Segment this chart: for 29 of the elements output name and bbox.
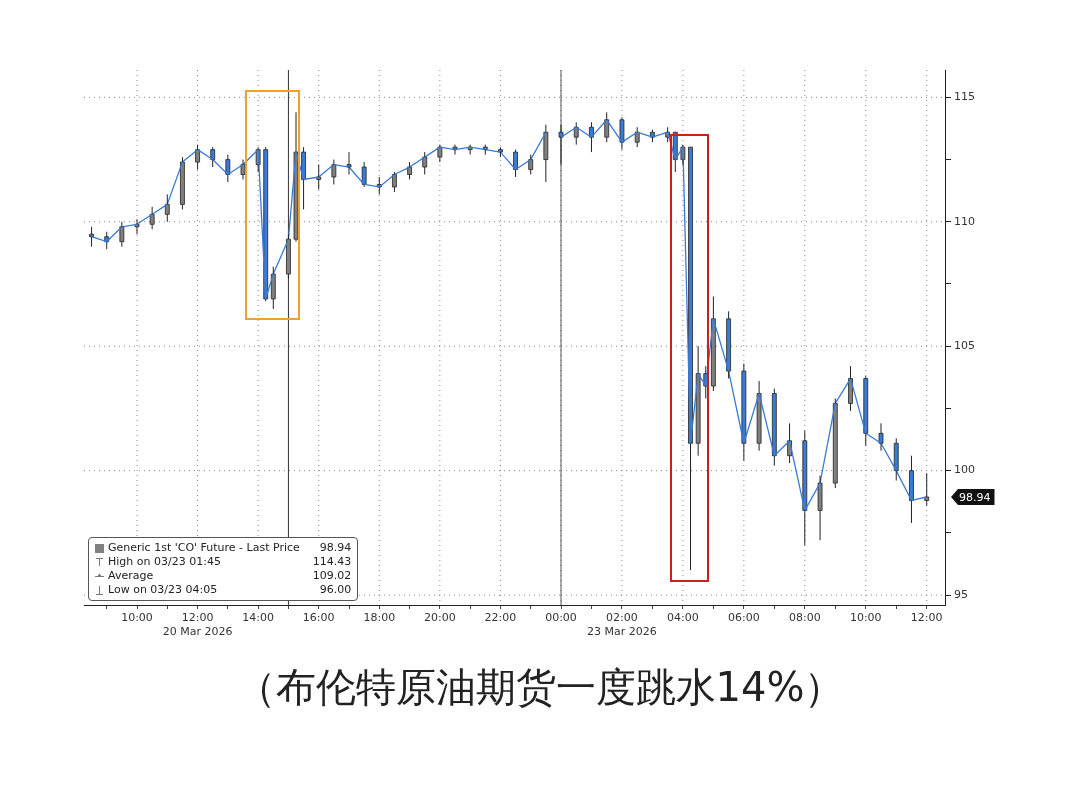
candlestick xyxy=(498,146,503,158)
y-tick-label: 110 xyxy=(954,214,975,228)
text: 98.94 xyxy=(959,490,991,504)
x-tick-label: 04:00 xyxy=(667,611,699,625)
x-tick-label: 16:00 xyxy=(302,611,335,625)
x-tick-label: 12:00 20 Mar 2026 xyxy=(162,611,233,638)
x-tick-label: 02:00 23 Mar 2026 xyxy=(587,611,657,638)
x-tick-label: 08:00 xyxy=(788,611,821,625)
y-tick-label: 95 xyxy=(954,587,968,601)
text: Low on 03/23 04:05 96.00 xyxy=(108,583,352,596)
candlestick xyxy=(848,365,853,412)
x-tick-label: 06:00 xyxy=(728,611,760,625)
x-tick-label: 20:00 xyxy=(424,611,456,625)
y-tick-label: 105 xyxy=(954,339,975,353)
text: （布伦特原油期货一度跳水14%） xyxy=(234,663,846,712)
x-tick-label: 12:00 xyxy=(910,611,943,625)
x-tick-label: 10:00 xyxy=(121,611,153,625)
text: 98.94 xyxy=(319,541,352,554)
text: High on 03/23 01:45 114.43 xyxy=(108,555,352,568)
x-tick-label: 14:00 xyxy=(242,611,274,625)
candlestick xyxy=(726,310,732,380)
legend-label: Generic 1st 'CO' Future - Last Price xyxy=(108,541,301,555)
x-tick-label: 18:00 xyxy=(363,611,396,625)
x-tick-label: 22:00 xyxy=(484,611,517,625)
x-tick-label: 00:00 xyxy=(545,611,577,625)
y-tick-label: 100 xyxy=(954,463,975,477)
text: Average 109.02 xyxy=(108,569,352,582)
y-tick-label: 115 xyxy=(954,90,975,104)
x-tick-label: 10:00 xyxy=(849,611,882,625)
